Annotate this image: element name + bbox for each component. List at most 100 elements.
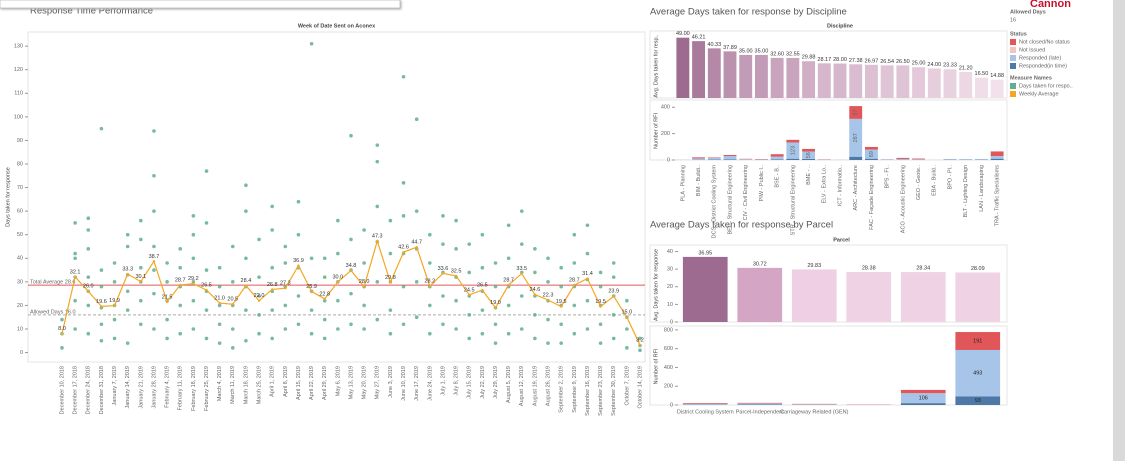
stack-segment [707,157,721,159]
data-label: 23.9 [608,289,619,295]
data-label: 42.6 [398,245,409,251]
scatter-point [204,221,209,225]
bar [723,51,737,98]
scatter-point [309,256,314,261]
weekly-average-point [126,272,129,276]
legend-swatch [1010,63,1016,69]
data-label: 28.4 [241,278,252,284]
data-label: 29.8 [385,275,396,281]
scatter-point [546,341,550,345]
stack-segment [739,159,753,160]
x-tick-label: May 27, 2019 [375,366,381,399]
stack-segment [955,332,1001,350]
segment-label: 97 [853,109,859,115]
scatter-point [152,209,156,213]
weekly-average-point [362,285,366,288]
weekly-average-point [441,272,445,275]
data-label: 28.34 [916,266,930,272]
x-tick-label: TRA - Traffic Specialisms [995,165,1001,227]
y-tick-label: 600 [664,346,673,352]
scatter-point [559,284,563,289]
weekly-average-point [284,287,287,290]
weekly-average-point [402,250,405,254]
scatter-point [112,317,117,322]
scatter-point [257,237,261,242]
scatter-point [139,265,143,270]
x-tick-label: August 26, 2019 [545,366,551,406]
weekly-average-point [60,332,64,335]
stack-segment [900,403,946,405]
scatter-point [493,341,498,345]
stack-segment [896,158,910,160]
scatter-point [598,341,603,345]
data-label: 19.9 [109,298,120,304]
data-label: 32.55 [786,51,800,57]
scatter-point [454,247,458,251]
y-tick-label: 50 [17,232,23,238]
scatter-point [283,261,288,265]
data-label: 28.17 [817,57,831,63]
data-label: 26.50 [896,59,910,65]
data-label: 32.60 [770,51,784,57]
scatter-point [270,265,274,270]
x-tick-label: Carriageway Related (GEN) [780,409,849,415]
stack-segment [786,158,800,160]
scatter-point [257,331,261,336]
bar [912,67,926,98]
data-label: 8.0 [58,326,66,332]
bar [864,64,878,98]
scatter-point [441,322,445,327]
bar [833,63,847,98]
scatter-point [230,280,235,284]
scatter-point [244,338,248,343]
scatter-point [454,327,458,331]
chart-title: Average Days taken for response by Disci… [650,7,847,18]
stack-segment [912,159,926,160]
scatter-point [349,133,353,138]
logo: Cannon [1030,0,1071,10]
scatter-point [598,322,603,327]
scatter-point [178,303,183,308]
scatter-point [388,331,393,336]
scatter-point [414,209,419,213]
y-axis-title: Days taken for response [5,167,11,227]
scatter-point [598,284,603,289]
scatter-point [428,331,432,336]
bar [754,54,768,98]
x-tick-label: June 3, 2019 [388,366,394,398]
segment-label: 69 [869,151,875,157]
x-tick-label: April 1, 2019 [270,366,276,397]
weekly-average-point [257,299,261,302]
scatter-point [349,291,353,296]
legend-entry: Weekly Average [1019,91,1059,97]
y-tick-label: 80 [17,161,23,167]
x-tick-label: BME - .. [806,165,812,185]
x-tick-label: June 10, 2019 [401,366,407,401]
stack-segment [791,404,837,405]
stack-segment [900,393,946,404]
y-tick-label: 400 [661,105,670,111]
scatter-point [401,74,406,79]
y-tick-label: 100 [14,114,23,120]
reference-label: Allowed Days 16.0 [30,309,76,315]
y-tick-label: 10 [667,302,673,308]
scatter-point [546,280,550,284]
scatter-point [204,169,209,173]
x-tick-label: December 24, 2018 [86,366,92,414]
scatter-point [375,204,380,209]
data-label: 29.83 [807,263,821,269]
data-label: 14.88 [990,73,1004,79]
x-tick-label: BLT - Lighting Design [963,165,969,217]
x-tick-label: February 4, 2019 [165,366,171,408]
x-tick-label: October 7, 2019 [624,366,630,405]
scatter-point [283,244,288,249]
x-tick-label: September 16, 2019 [585,366,591,416]
x-tick-label: December 17, 2018 [73,366,79,414]
data-label: 32.5 [451,268,462,274]
scatter-point [244,308,248,312]
scatter-point [322,298,327,303]
scatter-point [414,315,419,320]
bar [770,57,784,98]
scatter-point [401,322,406,327]
scatter-point [428,261,432,265]
